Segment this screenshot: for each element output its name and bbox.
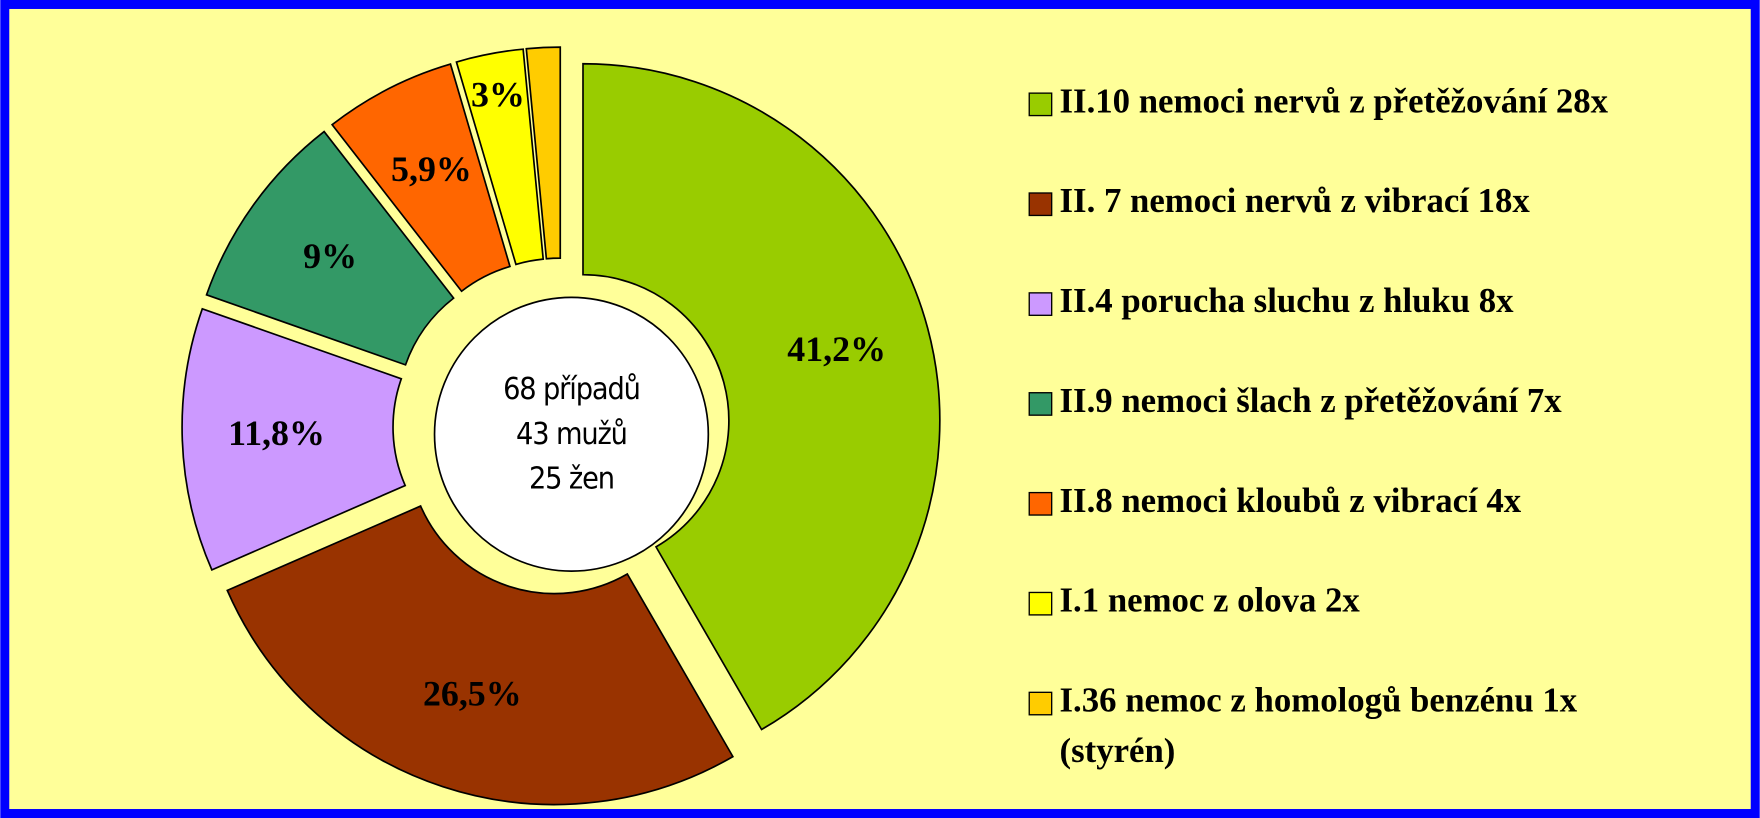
center-text: 43 mužů bbox=[516, 417, 627, 452]
center-disc bbox=[433, 296, 710, 572]
legend-label: II.10 nemoci nervů z přetěžování 28x bbox=[1060, 81, 1609, 120]
donut-slice bbox=[330, 63, 512, 293]
legend-label: I.36 nemoc z homologů benzénu 1x (styrén) bbox=[1060, 681, 1578, 770]
slice-label: 41,2% bbox=[787, 329, 886, 369]
legend-swatch bbox=[1028, 491, 1053, 516]
legend-swatch bbox=[1028, 192, 1053, 217]
legend-swatch bbox=[1028, 92, 1053, 117]
slice-label: 5,9% bbox=[391, 149, 472, 189]
legend-label: I.1 nemoc z olova 2x bbox=[1060, 581, 1361, 620]
donut-slice bbox=[582, 62, 941, 731]
legend-swatch bbox=[1028, 392, 1053, 416]
center-text: 25 žen bbox=[529, 462, 614, 497]
slice-label: 11,8% bbox=[228, 413, 325, 453]
legend-swatch bbox=[1028, 591, 1053, 616]
legend-swatch bbox=[1028, 292, 1053, 316]
donut-slice bbox=[455, 48, 545, 266]
donut-slice bbox=[525, 46, 562, 260]
slice-label: 3% bbox=[471, 74, 525, 114]
slice-label: 9% bbox=[303, 236, 357, 276]
donut-slice bbox=[205, 130, 455, 366]
legend-label: II.8 nemoci kloubů z vibrací 4x bbox=[1060, 481, 1522, 520]
donut-slice bbox=[226, 504, 735, 806]
legend-label: II. 7 nemoci nervů z vibrací 18x bbox=[1060, 181, 1531, 220]
legend-label: II.9 nemoci šlach z přetěžování 7x bbox=[1060, 381, 1563, 420]
legend-swatch bbox=[1028, 691, 1053, 716]
center-text: 68 případů bbox=[503, 372, 640, 407]
slice-label: 26,5% bbox=[423, 673, 522, 713]
donut-slice bbox=[181, 307, 407, 571]
legend-label: II.4 porucha sluchu z hluku 8x bbox=[1060, 281, 1515, 320]
